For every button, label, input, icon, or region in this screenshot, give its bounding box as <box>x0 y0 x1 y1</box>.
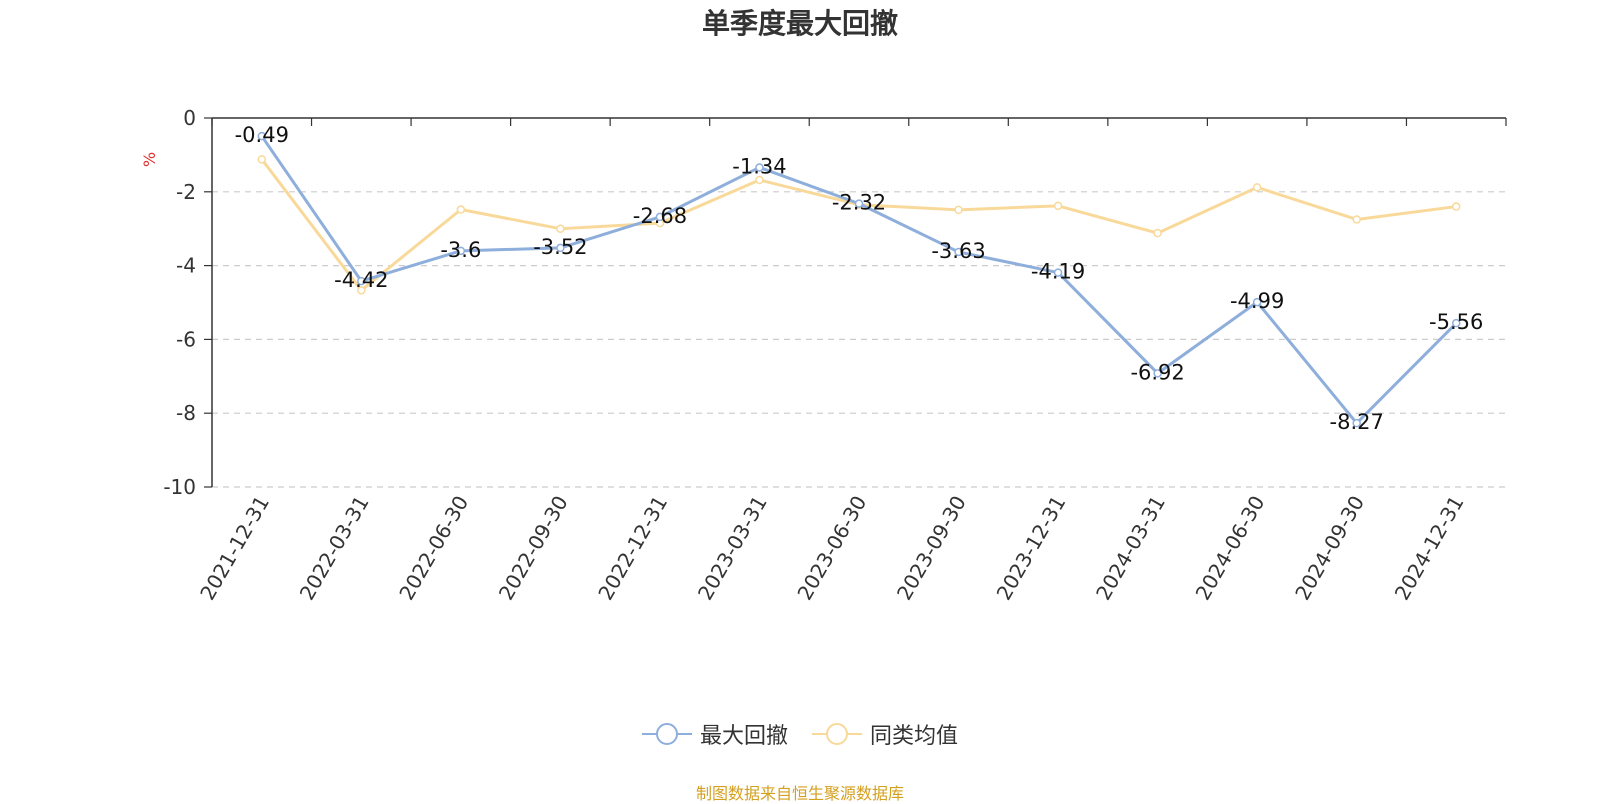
y-tick-label: -8 <box>176 401 196 425</box>
x-tick-label: 2021-12-31 <box>195 492 274 605</box>
data-point-max-drawdown <box>954 247 963 257</box>
series-line-category-average <box>260 158 1457 292</box>
data-point-max-drawdown <box>556 243 565 253</box>
data-point-category-average <box>755 175 764 185</box>
y-tick-label: -2 <box>176 180 196 204</box>
x-tick-label: 2023-12-31 <box>992 492 1071 605</box>
data-point-category-average <box>1252 183 1262 192</box>
data-label: -1.34 <box>732 154 786 178</box>
chart-title: 单季度最大回撤 <box>701 7 898 40</box>
y-tick-label: 0 <box>183 106 196 130</box>
data-point-category-average <box>556 224 565 233</box>
data-point-max-drawdown <box>854 199 864 208</box>
data-point-max-drawdown <box>257 131 267 141</box>
x-tick-label: 2024-09-30 <box>1290 492 1369 605</box>
data-point-max-drawdown <box>755 163 764 172</box>
legend-label-max-drawdown: 最大回撤 <box>699 724 788 749</box>
data-point-category-average <box>1451 202 1461 211</box>
data-point-max-drawdown <box>456 246 466 256</box>
legend-item-max-drawdown[interactable]: 最大回撤 <box>641 718 788 750</box>
data-label: -2.32 <box>832 191 886 215</box>
data-point-max-drawdown <box>357 276 366 286</box>
data-point-category-average <box>357 286 366 295</box>
data-label: -0.49 <box>235 123 289 147</box>
data-label: -5.56 <box>1429 310 1483 334</box>
y-tick-label: -4 <box>176 254 196 278</box>
x-tick-label: 2024-03-31 <box>1091 492 1170 605</box>
x-tick-label: 2022-12-31 <box>593 492 672 605</box>
data-label: -3.52 <box>533 235 587 259</box>
data-point-max-drawdown <box>1053 268 1063 277</box>
data-label: -4.42 <box>334 268 388 292</box>
x-tick-label: 2022-09-30 <box>494 492 573 605</box>
data-label: -3.63 <box>931 239 985 263</box>
data-label: -2.68 <box>633 204 687 228</box>
x-tick-label: 2022-06-30 <box>394 492 473 605</box>
data-point-max-drawdown <box>1451 318 1461 328</box>
data-point-max-drawdown <box>1352 418 1361 428</box>
y-tick-label: -6 <box>176 327 196 351</box>
data-point-category-average <box>1053 201 1063 211</box>
x-tick-label: 2023-09-30 <box>892 492 971 605</box>
legend-swatch-max-drawdown <box>641 723 692 745</box>
legend-swatch-category-average <box>812 723 862 745</box>
x-tick-label: 2024-12-31 <box>1390 492 1469 605</box>
data-point-category-average <box>1352 215 1361 224</box>
x-tick-label: 2022-03-31 <box>295 492 374 605</box>
data-point-category-average <box>257 155 267 164</box>
data-point-max-drawdown <box>1252 297 1262 307</box>
data-point-max-drawdown <box>1153 369 1162 378</box>
series-line-max-drawdown <box>260 135 1458 425</box>
source-note: 制图数据来自恒生聚源数据库 <box>695 784 904 803</box>
data-label: -3.6 <box>440 238 481 262</box>
legend-label-category-average: 同类均值 <box>870 724 959 749</box>
legend: 最大回撤 同类均值 <box>0 718 1600 750</box>
x-tick-label: 2023-06-30 <box>792 492 871 605</box>
data-point-category-average <box>1153 228 1162 238</box>
data-label: -4.99 <box>1230 289 1284 313</box>
legend-item-category-average[interactable]: 同类均值 <box>812 718 958 750</box>
x-tick-label: 2023-03-31 <box>693 492 772 605</box>
data-point-max-drawdown <box>655 212 665 222</box>
data-label: -8.27 <box>1330 410 1384 434</box>
data-label: -4.19 <box>1031 260 1085 284</box>
data-point-category-average <box>456 205 466 214</box>
data-label: -6.92 <box>1130 360 1184 384</box>
data-point-category-average <box>954 205 963 215</box>
y-tick-label: -10 <box>163 475 196 499</box>
x-tick-label: 2024-06-30 <box>1191 492 1270 605</box>
